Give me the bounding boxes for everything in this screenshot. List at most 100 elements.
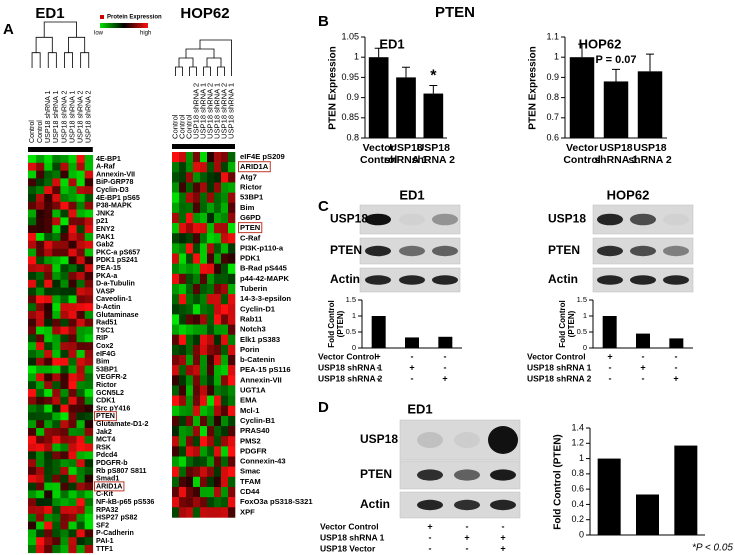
dendrogram-branch (206, 57, 222, 67)
y-axis-label: PTEN Expression (327, 45, 339, 130)
heatmap-cell (179, 233, 187, 244)
heatmap-cell (52, 272, 61, 281)
heatmap-cell (172, 426, 180, 437)
heatmap-cell (179, 476, 187, 488)
heatmap-cell (221, 243, 229, 254)
heatmap-cell (28, 225, 37, 234)
heatmap-cell (76, 506, 85, 515)
heatmap-cell (84, 396, 94, 405)
heatmap-cell (36, 389, 45, 398)
heatmap-cell (228, 395, 236, 407)
heatmap-cell (193, 263, 201, 275)
heatmap-cell (60, 396, 69, 405)
heatmap-cell (179, 355, 187, 366)
heatmap-cell (186, 294, 194, 305)
heatmap-cell (200, 486, 208, 498)
heatmap-cell (172, 456, 180, 467)
heatmap-cell (186, 466, 194, 478)
heatmap-cell (84, 279, 94, 288)
heatmap-cell (76, 459, 85, 468)
bar (637, 71, 663, 138)
row-label: PDGFR (240, 446, 267, 455)
heatmap-cell (36, 217, 45, 226)
heatmap-cell (186, 273, 194, 285)
column-label: Control (171, 114, 180, 139)
heatmap-cell (68, 225, 77, 234)
heatmap-cell (214, 385, 222, 396)
heatmap-cell (84, 201, 94, 210)
heatmap-cell (68, 389, 77, 398)
heatmap-cell (207, 476, 215, 488)
legend-low: low (94, 31, 104, 37)
blot-band (365, 213, 391, 226)
heatmap-cell (60, 459, 69, 468)
heatmap-cell (186, 182, 194, 193)
row-label: PMS2 (240, 436, 261, 445)
heatmap-cell (36, 162, 45, 171)
dendrogram-branch (35, 36, 53, 53)
heatmap-cell (52, 318, 61, 327)
heatmap-cell (36, 435, 45, 444)
row-label: Rb pS807 S811 (96, 467, 147, 475)
row-label: p44-42-MAPK (240, 274, 289, 283)
blot-row-label: Actin (330, 272, 360, 286)
heatmap-cell (200, 375, 208, 386)
heatmap-cell (36, 303, 45, 312)
heatmap-cell (84, 443, 94, 452)
row-label: Gab2 (96, 241, 114, 249)
heatmap-cell (84, 303, 94, 312)
heatmap-cell (228, 486, 236, 498)
heatmap-cell (76, 513, 85, 522)
heatmap-cell (68, 209, 77, 218)
heatmap-cell (36, 318, 45, 327)
heatmap-cell (193, 466, 201, 478)
heatmap-cell (214, 152, 222, 163)
heatmap-cell (68, 311, 77, 320)
heatmap-cell (36, 521, 45, 530)
heatmap-cell (221, 344, 229, 356)
heatmap-cell (76, 350, 85, 359)
heatmap-cell (221, 212, 229, 224)
heatmap-cell (84, 404, 94, 413)
heatmap-cell (44, 233, 53, 242)
condition-sign: + (409, 362, 414, 372)
heatmap-cell (68, 170, 77, 179)
heatmap-cell (228, 497, 236, 508)
heatmap-cell (214, 436, 222, 447)
condition-label: USP18 shRNA 1 (527, 362, 592, 372)
heatmap-cell (52, 256, 61, 265)
heatmap-cell (68, 428, 77, 437)
heatmap-cell (28, 389, 37, 398)
blot-band (454, 432, 480, 448)
heatmap-cell (60, 545, 69, 554)
heatmap-cell (68, 537, 77, 546)
bar (636, 333, 650, 348)
condition-sign: - (642, 351, 645, 361)
condition-label: USP18 shRNA 2 (318, 373, 383, 383)
heatmap-cell (76, 451, 85, 460)
heatmap-cell (44, 311, 53, 320)
heatmap-cell (68, 287, 77, 296)
heatmap-cell (84, 490, 94, 499)
heatmap-cell (52, 303, 61, 312)
heatmap-cell (36, 311, 45, 320)
heatmap-cell (186, 283, 194, 295)
heatmap-cell (36, 256, 45, 265)
heatmap-cell (172, 233, 180, 244)
heatmap-cell (200, 304, 208, 315)
heatmap-cell (28, 326, 37, 335)
heatmap-cell (207, 243, 215, 254)
heatmap-cell (68, 334, 77, 343)
blot-band (365, 245, 391, 257)
heatmap-cell (193, 212, 201, 224)
dendrogram-branch (47, 52, 57, 68)
condition-label: USP18 Vector (320, 543, 376, 553)
heatmap-cell (172, 476, 180, 488)
heatmap-cell (68, 162, 77, 171)
blot-band (432, 275, 458, 285)
heatmap-cell (179, 202, 187, 214)
heatmap-cell (52, 404, 61, 413)
heatmap-cell (179, 212, 187, 224)
footnote: *P < 0.05 (692, 543, 733, 554)
